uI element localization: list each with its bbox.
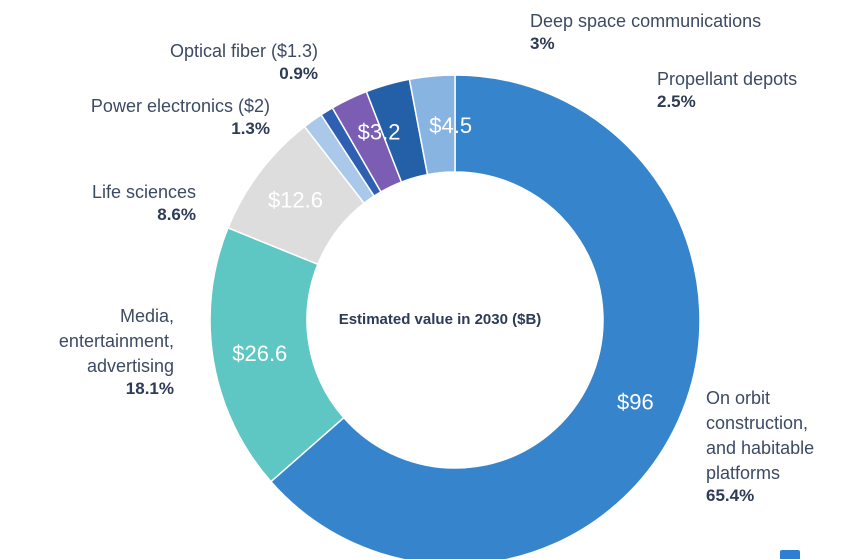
slice-value-label: $4.5 [429, 113, 472, 138]
slice-category-labels: On orbit construction, and habitable platfo… [59, 11, 814, 505]
slice-7 [408, 74, 456, 176]
slice-percent: 65.4% [706, 486, 754, 505]
slice-name-line: Media, [120, 306, 174, 326]
slice-label-1: Media, entertainment, advertising 18.1% [59, 306, 174, 398]
slice-percent: 1.3% [231, 119, 270, 138]
donut-slices [209, 74, 701, 559]
slice-percent: 3% [530, 34, 555, 53]
slice-name-line: Life sciences [92, 182, 196, 202]
slice-name-line: Propellant depots [657, 69, 797, 89]
slice-name-line: Deep space communications [530, 11, 761, 31]
slice-percent: 8.6% [157, 205, 196, 224]
slice-value-label: $12.6 [268, 187, 323, 212]
slice-percent: 18.1% [126, 379, 174, 398]
slice-label-4: Optical fiber ($1.3) 0.9% [170, 41, 318, 83]
chart-title: Estimated value in 2030 ($B) [339, 311, 542, 328]
slice-name-line: Optical fiber ($1.3) [170, 41, 318, 61]
slice-name-line: and habitable [706, 438, 814, 458]
slice-percent: 2.5% [657, 92, 696, 111]
slice-name-line: platforms [706, 463, 780, 483]
slice-label-0: On orbit construction, and habitable platfo… [706, 388, 814, 505]
slice-name-line: entertainment, [59, 331, 174, 351]
slice-name-line: On orbit [706, 388, 770, 408]
slice-name-line: advertising [87, 356, 174, 376]
slice-percent: 0.9% [279, 64, 318, 83]
slice-0 [269, 74, 701, 559]
slice-label-2: Life sciences 8.6% [92, 182, 196, 224]
slice-value-label: $96 [617, 390, 654, 415]
legend-marker [780, 550, 800, 559]
slice-name-line: Power electronics ($2) [91, 96, 270, 116]
slice-label-6: Deep space communications 3% [530, 11, 761, 53]
slice-value-label: $3.2 [358, 120, 401, 145]
slice-label-3: Power electronics ($2) 1.3% [91, 96, 270, 138]
slice-name-line: construction, [706, 413, 808, 433]
slice-label-5: Propellant depots 2.5% [657, 69, 797, 111]
slice-value-labels: $96 $26.6 $12.6 $3.2 $4.5 [232, 113, 653, 415]
slice-value-label: $26.6 [232, 341, 287, 366]
